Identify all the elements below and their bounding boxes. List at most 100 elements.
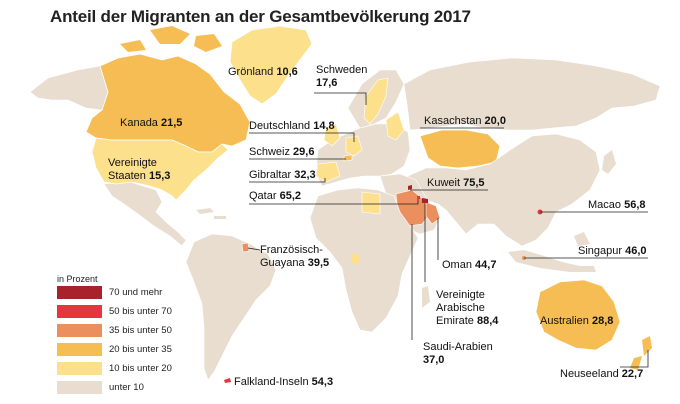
region-south-america xyxy=(185,233,277,381)
label-singapur: Singapur 46,0 xyxy=(578,245,647,258)
label-neuseeland-name: Neuseeland xyxy=(560,368,619,380)
label-australien-name: Australien xyxy=(540,315,589,327)
country-sweden xyxy=(363,77,389,125)
country-kuwait xyxy=(408,185,412,190)
label-franz-guayana-value: 39,5 xyxy=(307,257,330,269)
label-australien-value: 28,8 xyxy=(591,315,614,327)
country-gabon xyxy=(352,254,360,264)
leader-lines xyxy=(247,92,649,368)
label-kanada-name: Kanada xyxy=(120,117,158,129)
label-kasachstan-value: 20,0 xyxy=(484,115,506,127)
legend-swatch xyxy=(57,324,102,337)
label-kasachstan: Kasachstan 20,0 xyxy=(424,115,506,128)
label-usa: Vereinigte Staaten 15,3 xyxy=(108,157,170,183)
region-scandinavia-yellow xyxy=(385,111,405,141)
label-schweden-value: 17,6 xyxy=(316,77,338,89)
label-oman: Oman 44,7 xyxy=(442,259,496,272)
label-franz-guayana-name1: Französisch- xyxy=(260,244,323,256)
country-libya xyxy=(361,191,381,215)
label-saudi-value: 37,0 xyxy=(423,354,445,366)
label-saudi: Saudi-Arabien 37,0 xyxy=(423,341,493,367)
label-usa-value: 15,3 xyxy=(148,170,171,182)
country-falkland xyxy=(224,378,231,383)
label-groenland: Grönland 10,6 xyxy=(228,66,298,79)
legend-swatch xyxy=(57,362,102,375)
label-falkland: Falkland-Inseln 54,3 xyxy=(234,376,333,389)
leader-schweden xyxy=(314,92,367,105)
country-mexico xyxy=(103,181,187,247)
leader-gibraltar xyxy=(249,178,326,183)
legend-swatch xyxy=(57,343,102,356)
legend-label: 50 bis unter 70 xyxy=(109,306,172,317)
label-qatar-name: Qatar xyxy=(249,190,277,202)
label-kuweit-value: 75,5 xyxy=(463,177,485,189)
label-franz-guayana-name2: Guayana xyxy=(260,257,305,269)
label-kanada: Kanada 21,5 xyxy=(120,117,182,130)
label-macao-name: Macao xyxy=(588,199,622,211)
region-spain xyxy=(315,161,341,183)
label-schweiz: Schweiz 29,6 xyxy=(249,146,314,159)
region-africa xyxy=(309,187,419,333)
country-new-zealand xyxy=(630,336,652,370)
label-vae: Vereinigte Arabische Emirate 88,4 xyxy=(436,289,498,328)
label-vae-value: 88,4 xyxy=(476,315,499,327)
label-deutschland: Deutschland 14,8 xyxy=(249,120,335,133)
label-schweden: Schweden 17,6 xyxy=(316,64,367,90)
legend-label: unter 10 xyxy=(109,382,144,393)
country-greenland xyxy=(229,25,313,105)
country-japan xyxy=(602,150,616,174)
label-schweiz-name: Schweiz xyxy=(249,146,290,158)
region-uk xyxy=(323,123,341,147)
label-gibraltar-value: 32,3 xyxy=(294,169,316,181)
country-germany xyxy=(345,135,363,157)
legend-label: 10 bis unter 20 xyxy=(109,363,172,374)
leader-neuseeland xyxy=(620,350,649,368)
leader-qatar xyxy=(249,199,419,205)
label-schweiz-value: 29,6 xyxy=(293,146,315,158)
legend-label: 20 bis unter 35 xyxy=(109,344,172,355)
country-australia xyxy=(535,279,621,351)
country-uae xyxy=(422,198,428,203)
label-neuseeland: Neuseeland 22,7 xyxy=(560,368,643,381)
label-singapur-value: 46,0 xyxy=(625,245,647,257)
label-qatar: Qatar 65,2 xyxy=(249,190,301,203)
leader-guayana xyxy=(247,247,261,251)
label-qatar-value: 65,2 xyxy=(279,190,301,202)
country-usa xyxy=(91,137,229,201)
label-groenland-value: 10,6 xyxy=(276,66,298,78)
label-kuweit-name: Kuweit xyxy=(427,177,461,189)
label-vae-name3: Emirate xyxy=(436,315,474,327)
legend-swatch xyxy=(57,286,102,299)
label-vae-name2: Arabische xyxy=(436,302,485,314)
label-gibraltar: Gibraltar 32,3 xyxy=(249,169,316,182)
leader-deutschland xyxy=(249,132,355,142)
label-singapur-name: Singapur xyxy=(578,245,623,257)
country-french-guiana xyxy=(241,242,250,253)
label-kuweit: Kuweit 75,5 xyxy=(427,177,485,190)
country-qatar xyxy=(417,196,420,199)
label-usa-name2: Staaten xyxy=(108,170,146,182)
label-australien: Australien 28,8 xyxy=(540,315,613,328)
label-oman-value: 44,7 xyxy=(475,259,497,271)
label-schweden-name: Schweden xyxy=(316,64,368,76)
label-neuseeland-value: 22,7 xyxy=(621,368,644,380)
label-macao: Macao 56,8 xyxy=(588,199,646,212)
label-usa-name1: Vereinigte xyxy=(108,157,157,169)
map-title: Anteil der Migranten an der Gesamtbevölk… xyxy=(50,7,471,26)
country-madagascar xyxy=(422,286,430,308)
country-oman xyxy=(425,201,441,225)
region-canada-islands xyxy=(120,26,222,52)
legend-title: in Prozent xyxy=(57,274,98,284)
legend-label: 35 bis unter 50 xyxy=(109,325,172,336)
legend-swatch xyxy=(57,381,102,394)
label-falkland-name: Falkland-Inseln xyxy=(234,376,309,388)
country-switzerland xyxy=(343,154,353,162)
label-macao-value: 56,8 xyxy=(624,199,646,211)
region-russia xyxy=(403,57,661,131)
legend-label: 70 und mehr xyxy=(109,287,163,298)
label-deutschland-value: 14,8 xyxy=(313,120,335,132)
region-southeast-asia xyxy=(508,232,596,272)
label-deutschland-name: Deutschland xyxy=(249,120,311,132)
